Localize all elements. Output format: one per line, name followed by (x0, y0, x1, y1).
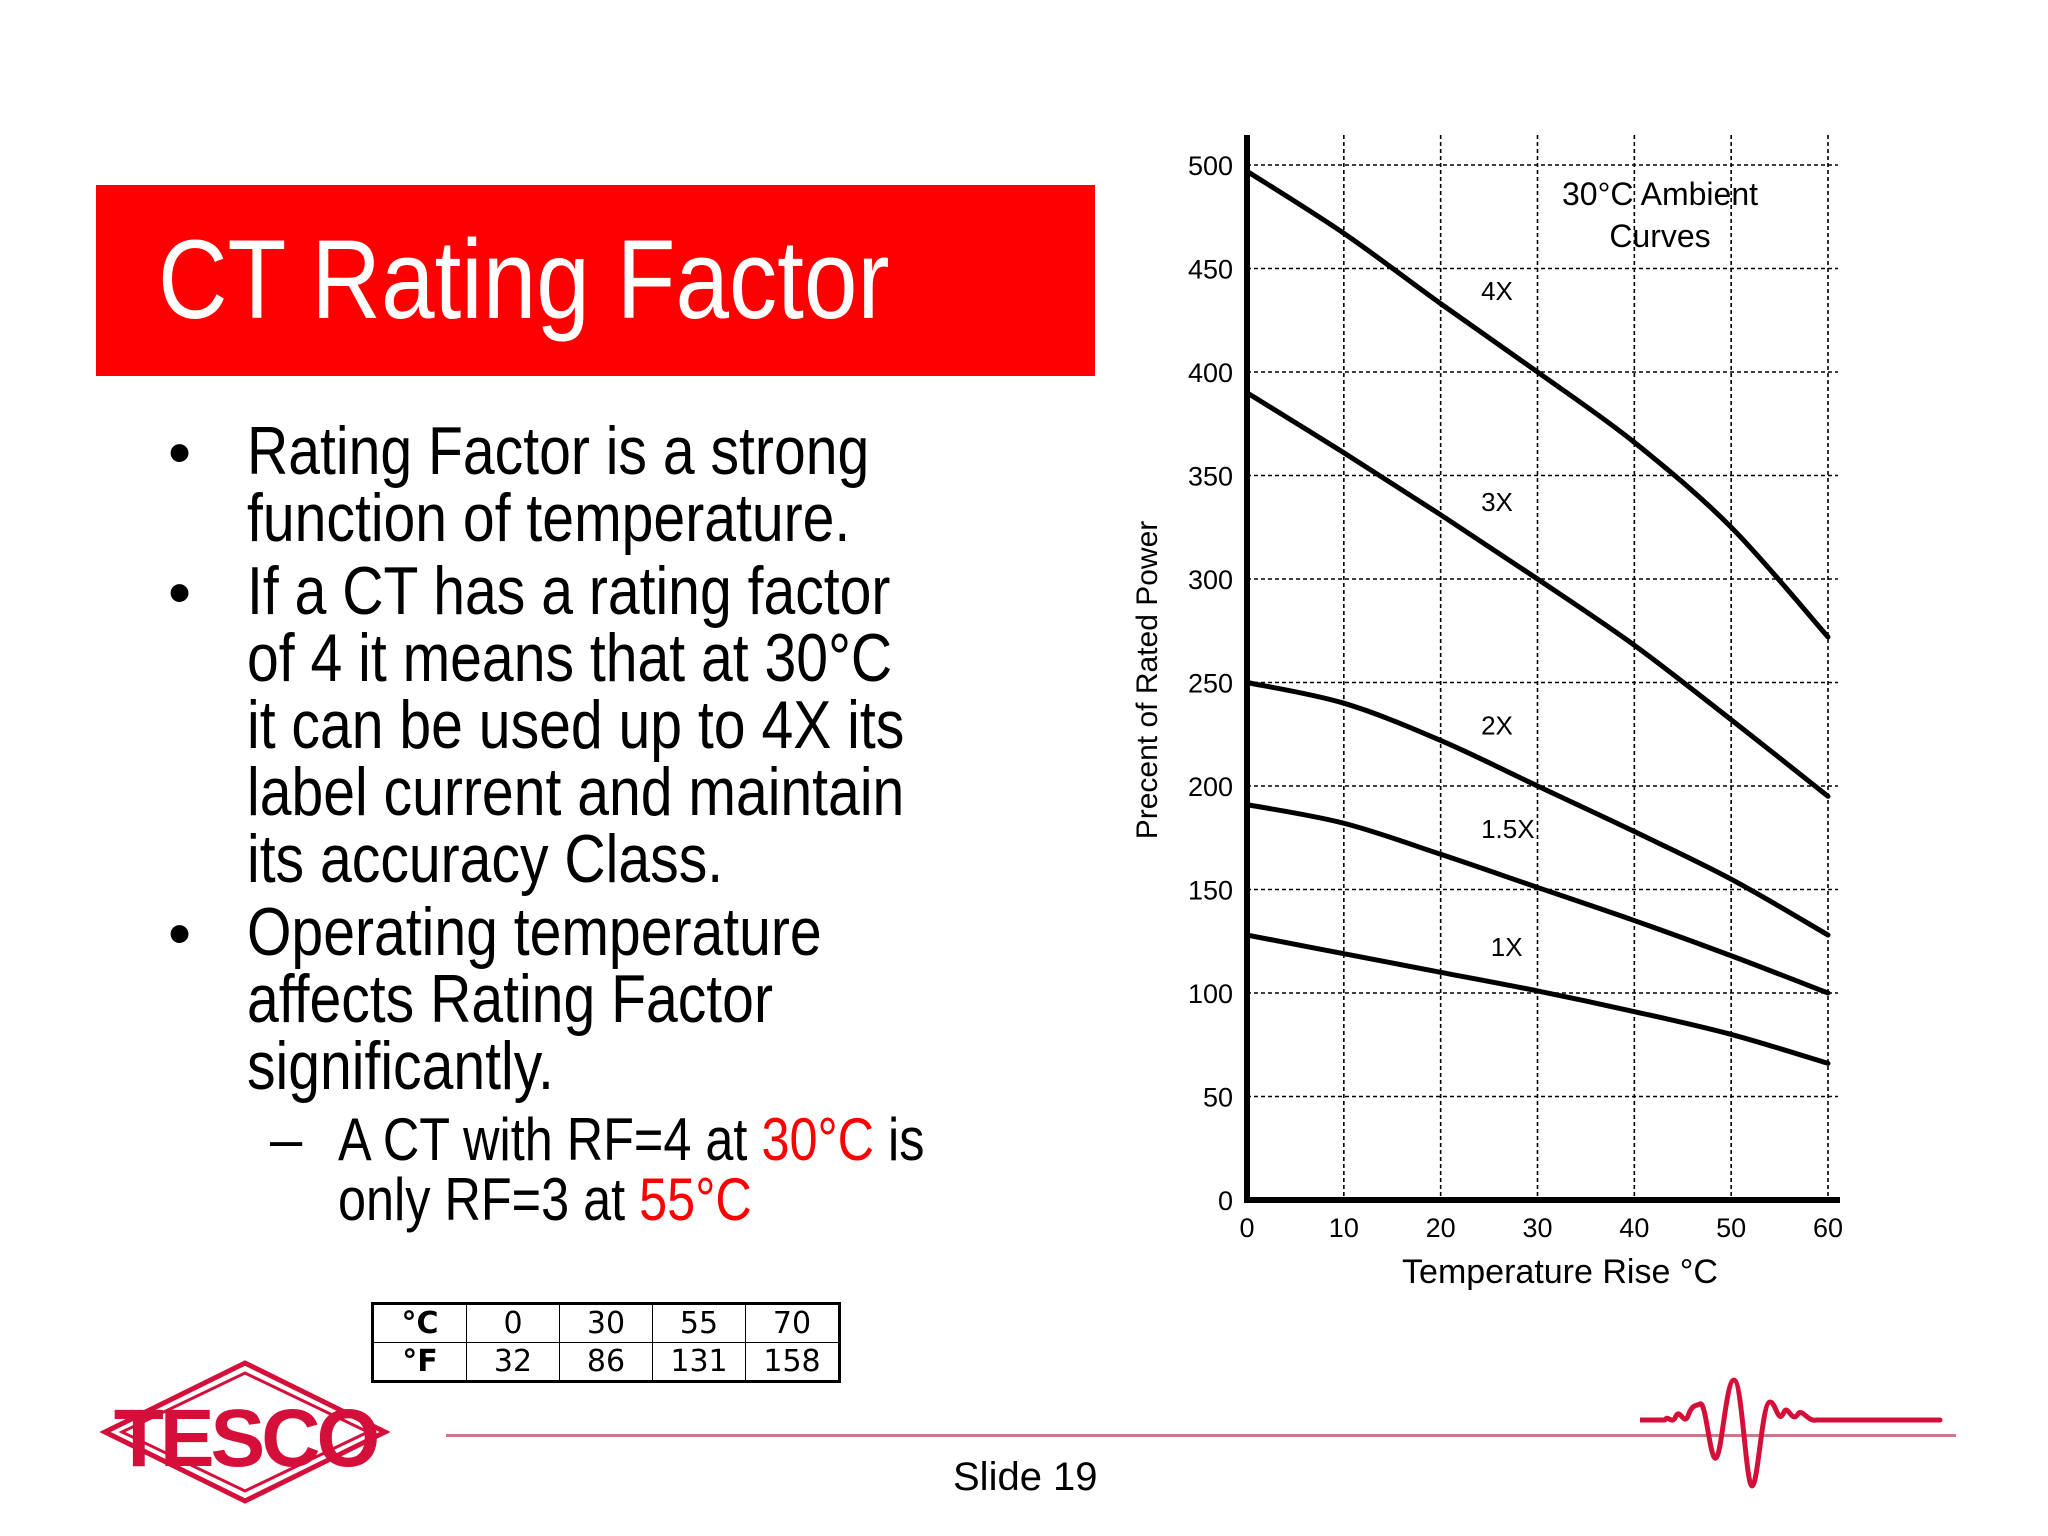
curve-label: 1.5X (1481, 814, 1535, 844)
table-cell: 158 (745, 1342, 840, 1382)
chart-title: 30°C Ambient Curves (1562, 176, 1758, 254)
bullet-text: Rating Factor is a strong function of te… (247, 413, 870, 556)
tesco-logo-icon: TESCO (100, 1360, 390, 1504)
x-tick-label: 0 (1239, 1213, 1254, 1243)
y-tick-label: 350 (1188, 462, 1233, 492)
footer-divider (446, 1434, 1956, 1437)
table-cell: 70 (745, 1303, 840, 1343)
bullet-item: • Rating Factor is a strong function of … (160, 413, 1160, 556)
table-cell: 0 (466, 1303, 560, 1343)
table-cell: 86 (559, 1342, 653, 1382)
dash-icon: – (270, 1107, 303, 1172)
title-banner: CT Rating Factor (96, 185, 1095, 376)
chart-grid (1247, 135, 1838, 1200)
y-tick-label: 250 (1188, 669, 1233, 699)
sub-text-part: is only RF=3 at (338, 1106, 925, 1233)
bullet-icon: • (168, 415, 192, 489)
x-tick-labels: 0 10 20 30 40 50 60 (1239, 1213, 1843, 1243)
x-tick-label: 40 (1619, 1213, 1649, 1243)
y-tick-label: 300 (1188, 565, 1233, 595)
table-cell: °F (372, 1342, 467, 1382)
bullet-item: • If a CT has a rating factor of 4 it me… (160, 553, 1160, 897)
curve-label: 3X (1481, 487, 1513, 517)
curve-2X (1244, 680, 1831, 938)
curve-label: 1X (1491, 932, 1523, 962)
y-tick-label: 100 (1188, 979, 1233, 1009)
bullet-icon: • (168, 896, 192, 970)
y-tick-label: 200 (1188, 772, 1233, 802)
y-axis-label: Precent of Rated Power (1131, 521, 1164, 840)
temperature-conversion-table: °C 0 30 55 70 °F 32 86 131 158 (371, 1302, 841, 1383)
x-tick-label: 30 (1522, 1213, 1552, 1243)
y-tick-labels: 0 50 100 150 200 250 300 350 400 450 500 (1188, 151, 1233, 1216)
y-tick-label: 500 (1188, 151, 1233, 181)
y-tick-label: 50 (1203, 1083, 1233, 1113)
sub-bullet-item: – A CT with RF=4 at 30°C is only RF=3 at… (160, 1110, 1160, 1230)
highlight-temp: 55°C (639, 1166, 752, 1233)
y-tick-label: 0 (1218, 1186, 1233, 1216)
table-row: °C 0 30 55 70 (372, 1303, 840, 1343)
y-tick-label: 150 (1188, 876, 1233, 906)
bullet-item: • Operating temperature affects Rating F… (160, 894, 1160, 1104)
waveform-logo-icon (1640, 1377, 1943, 1489)
x-tick-label: 60 (1813, 1213, 1843, 1243)
bullet-text: Operating temperature affects Rating Fac… (247, 894, 822, 1104)
table-row: °F 32 86 131 158 (372, 1342, 840, 1382)
curve-label: 2X (1481, 710, 1513, 740)
slide-title: CT Rating Factor (158, 217, 890, 342)
slide-number: Slide 19 (953, 1455, 1098, 1499)
highlight-temp: 30°C (761, 1106, 875, 1173)
y-tick-label: 450 (1188, 255, 1233, 285)
bullet-text: If a CT has a rating factor of 4 it mean… (247, 553, 905, 897)
tesco-wordmark: TESCO (114, 1393, 378, 1484)
curve-3X (1244, 390, 1831, 799)
bullet-list: • Rating Factor is a strong function of … (160, 413, 1160, 1230)
table-cell: °C (372, 1303, 467, 1343)
curve-1X (1244, 932, 1831, 1066)
curve-1.5X (1244, 802, 1831, 996)
curve-label: 4X (1481, 276, 1513, 306)
table-cell: 131 (652, 1342, 746, 1382)
chart-curves: 4X 3X 2X 1.5X 1X (1244, 168, 1831, 1066)
x-axis-label: Temperature Rise °C (1402, 1253, 1718, 1291)
x-tick-label: 10 (1329, 1213, 1359, 1243)
table-cell: 30 (559, 1303, 653, 1343)
table-cell: 55 (652, 1303, 746, 1343)
x-tick-label: 50 (1716, 1213, 1746, 1243)
x-tick-label: 20 (1426, 1213, 1456, 1243)
sub-text-part: A CT with RF=4 at (338, 1106, 762, 1173)
table-cell: 32 (466, 1342, 560, 1382)
curve-4X (1244, 168, 1831, 640)
bullet-icon: • (168, 555, 192, 629)
y-tick-label: 400 (1188, 358, 1233, 388)
sub-bullet-text: A CT with RF=4 at 30°C is only RF=3 at 5… (338, 1110, 926, 1230)
